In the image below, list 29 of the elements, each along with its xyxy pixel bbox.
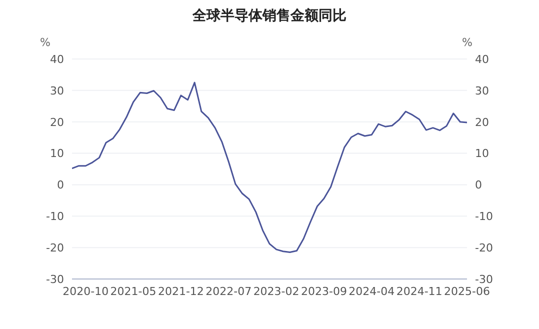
y-tick-label: 20 bbox=[50, 116, 64, 129]
y2-tick-label: 20 bbox=[475, 116, 489, 129]
y-tick-label: 10 bbox=[50, 147, 64, 160]
x-tick-label: 2023-09 bbox=[301, 284, 347, 298]
y2-tick-label: 10 bbox=[475, 147, 489, 160]
x-tick-label: 2022-07 bbox=[206, 284, 252, 298]
y2-tick-label: 40 bbox=[475, 52, 489, 66]
y-tick-label: 40 bbox=[50, 52, 64, 66]
x-tick-label: 2024-04 bbox=[348, 284, 395, 298]
x-tick-label: 2021-05 bbox=[110, 284, 156, 298]
y2-tick-label: 30 bbox=[475, 84, 489, 98]
chart-title: 全球半导体销售金额同比 bbox=[192, 7, 348, 25]
y-tick-label: -20 bbox=[46, 241, 64, 254]
x-tick-label: 2025-06 bbox=[444, 284, 490, 298]
y-tick-label: -10 bbox=[46, 210, 64, 224]
y2-tick-label: -30 bbox=[475, 272, 493, 286]
y-tick-label: 30 bbox=[50, 84, 64, 98]
line-series bbox=[72, 82, 467, 254]
y2-tick-label: -10 bbox=[475, 210, 493, 224]
y-axis-title: % bbox=[40, 36, 50, 49]
y2-tick-label: -20 bbox=[475, 241, 493, 254]
x-tick-label: 2021-12 bbox=[158, 284, 204, 298]
y2-axis-title: % bbox=[462, 36, 472, 49]
y-tick-label: -30 bbox=[46, 272, 64, 286]
y2-tick-label: 0 bbox=[475, 178, 482, 192]
x-tick-label: 2024-11 bbox=[396, 284, 442, 298]
x-tick-label: 2020-10 bbox=[62, 284, 109, 298]
x-tick-label: 2023-02 bbox=[253, 284, 300, 298]
y-tick-label: 0 bbox=[57, 178, 64, 192]
